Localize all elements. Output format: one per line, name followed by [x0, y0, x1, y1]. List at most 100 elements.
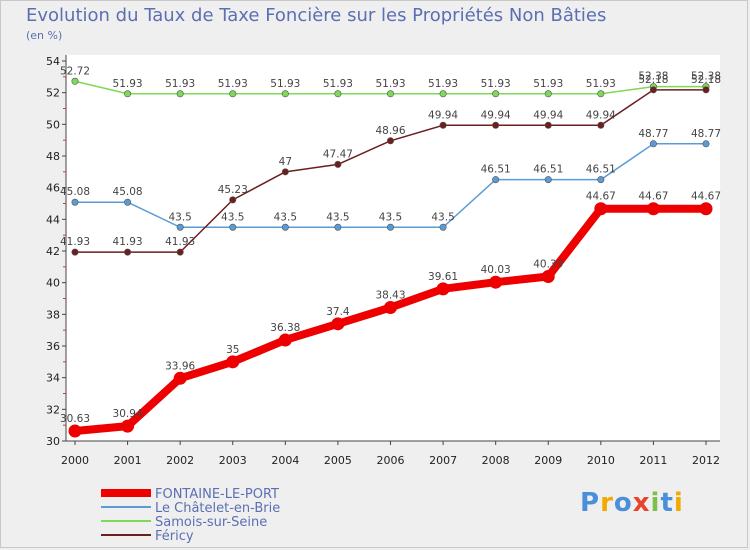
x-tick-label: 2003: [219, 454, 247, 467]
y-tick-label: 46: [46, 182, 60, 195]
y-tick-label: 48: [46, 150, 60, 163]
data-point-samois-sur-seine: [72, 78, 78, 84]
data-point-le-ch-telet-en-brie: [598, 176, 604, 182]
data-label-f-ricy: 52.18: [638, 74, 668, 86]
y-tick-label: 42: [46, 245, 60, 258]
data-label-le-ch-telet-en-brie: 43.5: [168, 211, 191, 223]
logo-letter: i: [674, 488, 684, 518]
data-point-f-ricy: [703, 87, 709, 93]
logo-letter: i: [651, 488, 661, 518]
x-tick-label: 2008: [482, 454, 510, 467]
data-point-f-ricy: [598, 122, 604, 128]
data-point-le-ch-telet-en-brie: [650, 141, 656, 147]
data-point-le-ch-telet-en-brie: [72, 199, 78, 205]
data-point-le-ch-telet-en-brie: [703, 141, 709, 147]
data-point-samois-sur-seine: [598, 91, 604, 97]
data-label-fontaine-le-port: 44.67: [691, 191, 721, 203]
x-tick-label: 2007: [429, 454, 457, 467]
data-label-fontaine-le-port: 44.67: [638, 191, 668, 203]
legend-label-f-ricy: Féricy: [155, 529, 194, 544]
data-point-samois-sur-seine: [335, 91, 341, 97]
x-tick-label: 2005: [324, 454, 352, 467]
y-tick-label: 50: [46, 118, 60, 131]
data-label-samois-sur-seine: 51.93: [323, 78, 353, 90]
data-label-le-ch-telet-en-brie: 48.77: [691, 128, 721, 140]
data-label-f-ricy: 49.94: [428, 109, 458, 121]
data-label-le-ch-telet-en-brie: 46.51: [586, 164, 616, 176]
chart-svg: 303234363840424446485052542000 2001 2002 20…: [0, 0, 750, 550]
data-label-le-ch-telet-en-brie: 45.08: [113, 186, 143, 198]
data-point-le-ch-telet-en-brie: [124, 199, 130, 205]
data-label-f-ricy: 48.96: [375, 125, 405, 137]
logo-letter: P: [580, 488, 600, 518]
y-tick-label: 38: [46, 308, 60, 321]
data-label-f-ricy: 45.23: [218, 184, 248, 196]
data-label-fontaine-le-port: 36.38: [270, 322, 300, 334]
data-point-le-ch-telet-en-brie: [387, 224, 393, 230]
data-label-f-ricy: 47: [279, 156, 292, 168]
data-point-le-ch-telet-en-brie: [230, 224, 236, 230]
data-label-samois-sur-seine: 51.93: [586, 78, 616, 90]
data-point-fontaine-le-port: [279, 333, 292, 346]
data-label-le-ch-telet-en-brie: 46.51: [533, 164, 563, 176]
data-label-samois-sur-seine: 51.93: [428, 78, 458, 90]
data-point-fontaine-le-port: [121, 420, 134, 433]
data-label-samois-sur-seine: 51.93: [218, 78, 248, 90]
data-label-le-ch-telet-en-brie: 43.5: [379, 211, 402, 223]
legend-label-fontaine-le-port: FONTAINE-LE-PORT: [155, 487, 279, 502]
x-tick-label: 2011: [639, 454, 667, 467]
x-tick-label: 2001: [114, 454, 142, 467]
data-label-fontaine-le-port: 37.4: [326, 306, 350, 318]
data-label-samois-sur-seine: 51.93: [270, 78, 300, 90]
data-point-fontaine-le-port: [174, 372, 187, 385]
data-point-samois-sur-seine: [282, 91, 288, 97]
data-point-f-ricy: [177, 249, 183, 255]
data-label-f-ricy: 41.93: [113, 236, 143, 248]
data-point-f-ricy: [492, 122, 498, 128]
data-label-le-ch-telet-en-brie: 43.5: [326, 211, 349, 223]
data-label-samois-sur-seine: 51.93: [113, 78, 143, 90]
data-point-samois-sur-seine: [545, 91, 551, 97]
data-point-samois-sur-seine: [492, 91, 498, 97]
y-tick-label: 34: [46, 372, 60, 385]
proxiti-logo: Proxiti: [580, 488, 684, 518]
data-label-fontaine-le-port: 30.63: [60, 413, 90, 425]
data-point-f-ricy: [440, 122, 446, 128]
data-label-fontaine-le-port: 35: [226, 344, 239, 356]
data-point-le-ch-telet-en-brie: [335, 224, 341, 230]
y-tick-label: 32: [46, 403, 60, 416]
data-point-f-ricy: [335, 161, 341, 167]
data-point-fontaine-le-port: [647, 202, 660, 215]
y-tick-label: 52: [46, 87, 60, 100]
data-label-le-ch-telet-en-brie: 45.08: [60, 186, 90, 198]
y-tick-label: 44: [46, 213, 60, 226]
chart-legend: FONTAINE-LE-PORTLe Châtelet-en-BrieSamoi…: [101, 487, 280, 544]
data-point-samois-sur-seine: [230, 91, 236, 97]
data-label-le-ch-telet-en-brie: 43.5: [274, 211, 297, 223]
data-label-f-ricy: 49.94: [586, 109, 616, 121]
plot-area: [66, 55, 720, 441]
x-tick-label: 2012: [692, 454, 720, 467]
data-point-fontaine-le-port: [69, 425, 82, 438]
y-tick-label: 54: [46, 55, 60, 68]
data-point-f-ricy: [230, 197, 236, 203]
data-label-samois-sur-seine: 52.72: [60, 65, 90, 77]
data-label-f-ricy: 49.94: [533, 109, 563, 121]
data-point-f-ricy: [545, 122, 551, 128]
data-label-f-ricy: 52.18: [691, 74, 721, 86]
legend-label-samois-sur-seine: Samois-sur-Seine: [155, 515, 267, 530]
data-label-samois-sur-seine: 51.93: [375, 78, 405, 90]
logo-letter: t: [660, 488, 673, 518]
data-point-fontaine-le-port: [700, 202, 713, 215]
data-label-samois-sur-seine: 51.93: [165, 78, 195, 90]
data-label-fontaine-le-port: 40.39: [533, 258, 563, 270]
data-label-samois-sur-seine: 51.93: [533, 78, 563, 90]
data-point-le-ch-telet-en-brie: [177, 224, 183, 230]
y-tick-label: 30: [46, 435, 60, 448]
data-label-f-ricy: 41.93: [60, 236, 90, 248]
data-point-le-ch-telet-en-brie: [440, 224, 446, 230]
data-label-le-ch-telet-en-brie: 48.77: [638, 128, 668, 140]
x-tick-label: 2006: [377, 454, 405, 467]
data-label-fontaine-le-port: 38.43: [375, 290, 405, 302]
data-label-fontaine-le-port: 39.61: [428, 271, 458, 283]
